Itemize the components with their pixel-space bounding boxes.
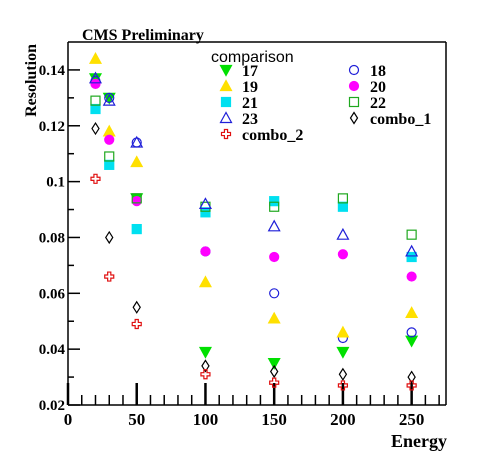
data-point <box>90 78 101 89</box>
data-point <box>131 196 142 207</box>
legend-label: 18 <box>370 63 386 80</box>
data-point <box>130 155 144 168</box>
legend-label: 20 <box>370 79 386 96</box>
data-point <box>104 134 115 145</box>
data-point <box>90 95 101 106</box>
legend: comparison 17 18 19 20 21 22 23 combo_1 combo_2 <box>211 49 431 144</box>
data-point <box>130 135 144 148</box>
data-point <box>105 230 114 245</box>
data-point <box>269 364 279 379</box>
data-point <box>132 300 141 314</box>
legend-label: 23 <box>242 111 258 128</box>
data-point <box>104 159 115 170</box>
data-point <box>405 335 419 348</box>
data-point <box>200 246 211 257</box>
data-point <box>200 369 211 380</box>
data-point <box>269 251 280 263</box>
y-tick-label: 0.08 <box>39 230 65 246</box>
data-point <box>131 193 142 204</box>
data-point <box>90 173 101 184</box>
data-point <box>269 201 280 212</box>
x-tick-label: 50 <box>128 410 145 429</box>
legend-label: 17 <box>242 63 258 80</box>
x-tick-label: 100 <box>193 410 219 429</box>
data-point <box>337 201 349 212</box>
legend-marker <box>348 96 360 108</box>
data-point <box>269 196 280 207</box>
x-axis-label: Energy <box>391 431 447 451</box>
data-point <box>88 52 103 64</box>
data-point <box>269 377 280 388</box>
y-tick-label: 0.02 <box>39 398 65 414</box>
data-point <box>337 380 349 391</box>
data-point <box>88 71 103 84</box>
data-point <box>336 346 350 359</box>
legend-marker <box>219 111 233 124</box>
data-point <box>338 367 348 381</box>
legend-marker <box>220 128 232 140</box>
data-point <box>200 207 211 218</box>
data-point <box>337 249 349 260</box>
data-points <box>88 52 419 391</box>
y-tick-label: 0.1 <box>46 175 65 191</box>
legend-marker <box>348 64 360 76</box>
data-point <box>267 219 281 232</box>
x-tick-label: 150 <box>261 410 287 429</box>
y-tick-label: 0.04 <box>39 342 66 358</box>
data-point <box>267 358 281 370</box>
legend-label: 22 <box>370 95 386 112</box>
data-point <box>104 92 115 103</box>
data-point <box>131 223 142 235</box>
data-point <box>90 103 101 115</box>
axis-ticks: 0 50 100 150 200 250 0.02 0.04 0.06 0.08 0.1 0.12 0.… <box>39 63 440 429</box>
data-point <box>198 275 212 288</box>
legend-label: 21 <box>242 95 258 112</box>
legend-marker <box>349 111 359 125</box>
data-point <box>104 151 115 162</box>
x-tick-label: 0 <box>64 410 73 429</box>
data-point <box>198 346 212 359</box>
data-point <box>407 370 416 384</box>
data-point <box>406 271 417 282</box>
y-tick-label: 0.06 <box>39 286 66 302</box>
data-point <box>104 271 115 282</box>
data-point <box>269 288 280 299</box>
data-point <box>201 359 210 373</box>
data-point <box>406 229 417 240</box>
y-tick-label: 0.14 <box>39 63 66 79</box>
data-point <box>336 325 350 338</box>
data-point <box>198 197 212 210</box>
data-point <box>405 306 419 318</box>
data-point <box>406 327 417 338</box>
data-point <box>405 244 419 257</box>
x-tick-label: 200 <box>330 410 356 429</box>
y-axis-label: Resolution <box>23 44 40 117</box>
y-tick-label: 0.12 <box>39 119 65 135</box>
data-point <box>267 311 281 324</box>
data-point <box>406 251 417 263</box>
legend-marker <box>220 96 232 108</box>
data-point <box>131 318 142 330</box>
data-point <box>337 193 349 204</box>
data-point <box>102 93 116 106</box>
legend-label: combo_2 <box>242 127 303 144</box>
data-point <box>91 121 100 136</box>
legend-marker <box>219 79 233 92</box>
legend-marker <box>348 80 360 92</box>
legend-label: 19 <box>242 79 258 96</box>
data-point <box>102 124 116 137</box>
chart-title: CMS Preliminary <box>82 27 204 44</box>
legend-marker <box>219 64 233 77</box>
x-tick-label: 250 <box>399 410 425 429</box>
legend-label: combo_1 <box>370 111 431 128</box>
data-point <box>336 227 350 240</box>
data-point <box>406 380 417 391</box>
legend-title: comparison <box>211 49 294 66</box>
